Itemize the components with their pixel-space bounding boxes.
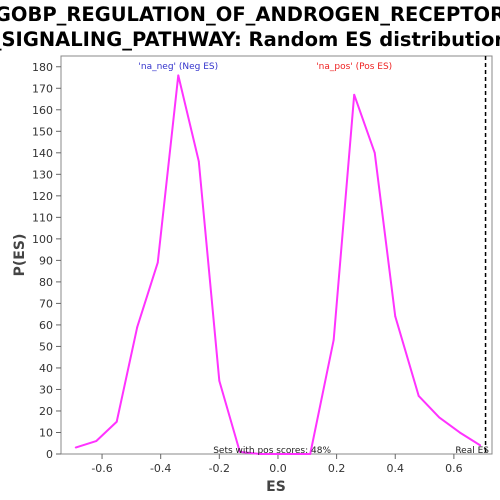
y-tick-label: 20	[39, 405, 53, 418]
y-tick-label: 30	[39, 383, 53, 396]
y-tick-label: 100	[32, 233, 53, 246]
y-axis-ticks: 0 10 20 30 40 50 60 70 80 90 100 110 120 130 140 150 160…	[32, 61, 61, 461]
x-tick-label: -0.2	[209, 462, 230, 475]
data-point	[332, 339, 335, 341]
chart-title-line1: GOBP_REGULATION_OF_ANDROGEN_RECEPTOR	[0, 3, 500, 26]
neg-es-annotation: 'na_neg' (Neg ES)	[138, 62, 218, 72]
x-axis-ticks: -0.6 -0.4 -0.2 0.0 0.2 0.4 0.6	[91, 454, 463, 475]
data-point	[373, 151, 376, 154]
annotation-layer: Real ES 'na_neg' (Neg ES) 'na_pos' (Pos …	[138, 56, 489, 456]
data-point	[115, 420, 118, 423]
data-point	[353, 93, 356, 96]
data-point	[156, 261, 159, 264]
x-tick-label: -0.6	[91, 462, 112, 475]
y-tick-label: 50	[39, 340, 53, 353]
x-tick-label: 0.4	[386, 462, 404, 475]
data-point	[259, 453, 262, 455]
x-tick-label: -0.4	[150, 462, 171, 475]
data-point	[279, 453, 282, 455]
y-tick-label: 110	[32, 211, 53, 224]
data-point	[95, 440, 98, 442]
x-tick-label: 0.2	[328, 462, 346, 475]
y-tick-label: 160	[32, 104, 53, 117]
x-tick-label: 0.0	[269, 462, 287, 475]
data-point	[197, 160, 200, 163]
pos-es-annotation: 'na_pos' (Pos ES)	[316, 62, 392, 72]
y-tick-label: 170	[32, 82, 53, 95]
y-tick-label: 130	[32, 168, 53, 181]
plot-frame	[60, 55, 493, 455]
y-tick-label: 90	[39, 254, 53, 267]
data-point	[417, 395, 420, 397]
y-tick-label: 10	[39, 426, 53, 439]
pos-scores-annotation: Sets with pos scores: 48%	[213, 446, 331, 456]
data-point	[136, 326, 139, 328]
chart-title-line2: _SIGNALING_PATHWAY: Random ES distributi…	[0, 28, 500, 51]
data-point	[394, 315, 397, 318]
x-axis-title: ES	[266, 479, 286, 495]
y-tick-label: 180	[32, 61, 53, 74]
y-tick-label: 120	[32, 190, 53, 203]
data-point	[218, 379, 221, 382]
data-point	[438, 416, 441, 419]
data-point	[479, 444, 482, 447]
y-tick-label: 70	[39, 297, 53, 310]
data-point	[300, 453, 303, 455]
y-axis-title: P(ES)	[12, 234, 28, 277]
x-tick-label: 0.6	[445, 462, 463, 475]
series-layer	[74, 74, 482, 455]
data-point	[74, 446, 77, 449]
y-tick-label: 140	[32, 147, 53, 160]
real-es-label: Real ES	[455, 446, 489, 456]
y-tick-label: 0	[46, 448, 53, 461]
plot-area	[60, 55, 493, 455]
data-point	[458, 431, 461, 434]
data-point	[177, 74, 180, 77]
y-tick-label: 80	[39, 276, 53, 289]
data-point	[309, 453, 312, 455]
y-tick-label: 60	[39, 319, 53, 332]
y-tick-label: 40	[39, 362, 53, 375]
data-point	[238, 450, 241, 453]
y-tick-label: 150	[32, 125, 53, 138]
